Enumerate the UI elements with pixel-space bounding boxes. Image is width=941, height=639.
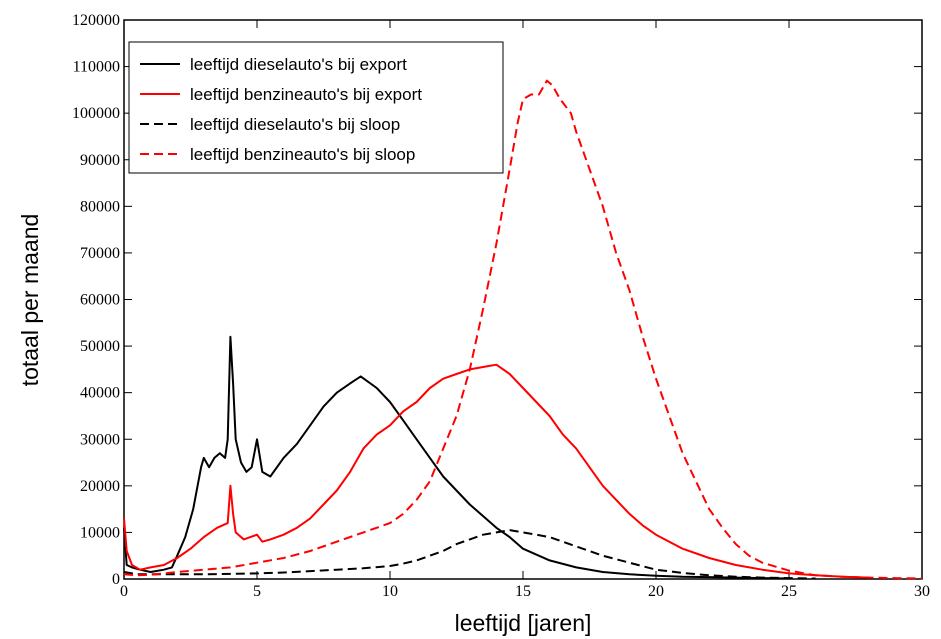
x-tick-label: 0 — [120, 583, 128, 600]
y-tick-label: 30000 — [80, 431, 120, 448]
series-line-3 — [123, 79, 923, 580]
x-axis-title: leeftijd [jaren] — [455, 610, 592, 636]
y-tick-label: 120000 — [72, 12, 120, 29]
legend-label-2: leeftijd dieselauto's bij sloop — [190, 115, 400, 134]
x-tick-label: 25 — [781, 583, 797, 600]
y-tick-label: 40000 — [80, 385, 120, 402]
y-tick-label: 20000 — [80, 478, 120, 495]
y-tick-label: 50000 — [80, 338, 120, 355]
y-axis-title: totaal per maand — [17, 214, 43, 387]
series-line-2 — [123, 529, 816, 580]
x-tick-label: 30 — [914, 583, 930, 600]
y-tick-label: 10000 — [80, 524, 120, 541]
x-tick-label: 15 — [515, 583, 531, 600]
series-line-1 — [123, 363, 869, 579]
y-tick-label: 60000 — [80, 292, 120, 309]
legend-label-3: leeftijd benzineauto's bij sloop — [190, 145, 415, 164]
x-tick-label: 20 — [648, 583, 664, 600]
legend-box — [128, 41, 504, 174]
x-tick-label: 10 — [382, 583, 398, 600]
series-line-0 — [123, 335, 790, 580]
x-tick-label: 5 — [253, 583, 261, 600]
y-tick-label: 90000 — [80, 152, 120, 169]
legend-label-0: leeftijd dieselauto's bij export — [190, 55, 407, 74]
legend-label-1: leeftijd benzineauto's bij export — [190, 85, 422, 104]
y-tick-label: 70000 — [80, 245, 120, 262]
axis-ticks: 0 5 10 15 20 25 30 0 10000 20000 30000 40000 50000 60… — [72, 12, 930, 600]
legend: leeftijd dieselauto's bij export leeftijd… — [128, 41, 504, 174]
y-tick-label: 80000 — [80, 198, 120, 215]
series-layer — [123, 79, 923, 580]
y-tick-label: 100000 — [72, 105, 120, 122]
y-tick-label: 110000 — [73, 59, 120, 76]
y-tick-label: 0 — [112, 571, 120, 588]
